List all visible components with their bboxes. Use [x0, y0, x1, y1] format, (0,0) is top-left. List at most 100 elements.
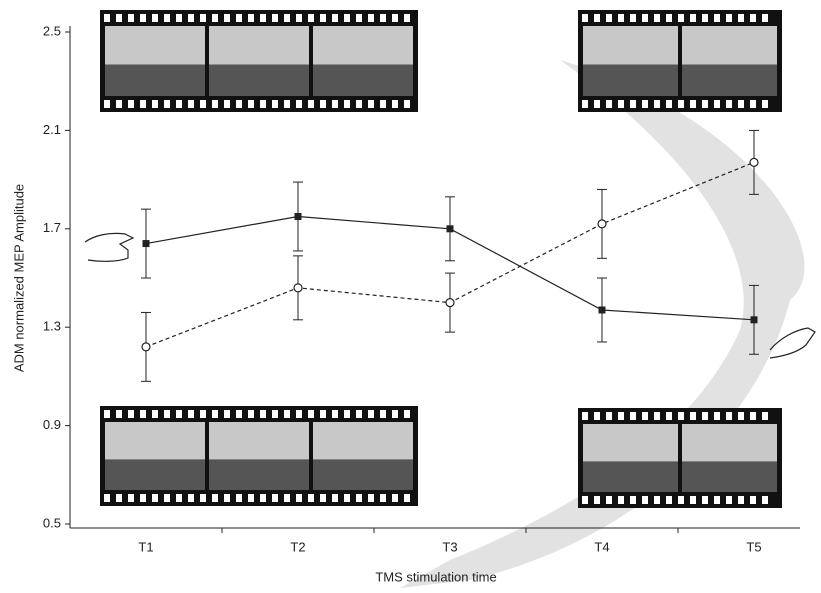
film-hole	[642, 14, 648, 22]
film-hole	[762, 496, 768, 504]
film-hole	[380, 14, 386, 22]
film-hole	[236, 14, 242, 22]
film-hole	[678, 100, 684, 108]
film-hole	[164, 410, 170, 418]
data-point	[599, 306, 606, 313]
film-photo-table	[313, 65, 413, 97]
film-hole	[690, 496, 696, 504]
film-hole	[356, 494, 362, 502]
film-hole	[380, 100, 386, 108]
film-hole	[344, 494, 350, 502]
film-hole	[128, 100, 134, 108]
film-hole	[188, 494, 194, 502]
film-hole	[642, 412, 648, 420]
film-hole	[140, 14, 146, 22]
film-hole	[690, 412, 696, 420]
film-hole	[272, 14, 278, 22]
film-strips	[100, 10, 782, 508]
y-tick-label: 2.5	[43, 23, 61, 38]
film-hole	[128, 410, 134, 418]
film-hole	[368, 100, 374, 108]
film-hole	[392, 100, 398, 108]
film-hole	[666, 100, 672, 108]
film-hole	[392, 14, 398, 22]
film-hole	[308, 14, 314, 22]
film-hole	[272, 494, 278, 502]
film-hole	[404, 100, 410, 108]
film-hole	[224, 100, 230, 108]
film-hole	[654, 496, 660, 504]
film-hole	[200, 410, 206, 418]
film-photo-table	[313, 459, 413, 490]
film-hole	[606, 100, 612, 108]
film-hole	[762, 412, 768, 420]
film-hole	[272, 410, 278, 418]
film-hole	[320, 100, 326, 108]
film-hole	[176, 14, 182, 22]
data-point	[750, 158, 758, 166]
film-hole	[260, 100, 266, 108]
data-point	[142, 343, 150, 351]
film-hole	[116, 494, 122, 502]
film-hole	[164, 494, 170, 502]
film-hole	[140, 100, 146, 108]
film-hole	[702, 100, 708, 108]
film-hole	[678, 496, 684, 504]
film-hole	[630, 100, 636, 108]
film-hole	[296, 494, 302, 502]
film-hole	[690, 14, 696, 22]
film-hole	[116, 410, 122, 418]
film-hole	[392, 410, 398, 418]
film-hole	[726, 496, 732, 504]
film-hole	[116, 100, 122, 108]
film-photo-table	[682, 65, 777, 97]
data-point	[598, 220, 606, 228]
data-point	[143, 240, 150, 247]
film-hole	[594, 100, 600, 108]
film-hole	[738, 412, 744, 420]
y-tick-label: 2.1	[43, 122, 61, 137]
film-hole	[272, 100, 278, 108]
film-hole	[678, 14, 684, 22]
film-photo-table	[209, 459, 309, 490]
film-hole	[630, 412, 636, 420]
film-hole	[606, 14, 612, 22]
film-hole	[582, 100, 588, 108]
film-hole	[356, 100, 362, 108]
film-hole	[284, 494, 290, 502]
film-hole	[594, 14, 600, 22]
film-hole	[320, 14, 326, 22]
film-hole	[104, 100, 110, 108]
film-hole	[714, 100, 720, 108]
film-hole	[224, 14, 230, 22]
film-hole	[642, 100, 648, 108]
film-hole	[296, 14, 302, 22]
film-hole	[164, 100, 170, 108]
x-tick-label: T4	[594, 539, 609, 554]
film-hole	[176, 494, 182, 502]
film-hole	[392, 494, 398, 502]
film-hole	[152, 14, 158, 22]
film-hole	[630, 496, 636, 504]
film-hole	[654, 100, 660, 108]
film-hole	[332, 100, 338, 108]
film-hole	[104, 494, 110, 502]
film-hole	[714, 14, 720, 22]
y-tick-label: 0.5	[43, 515, 61, 530]
film-hole	[140, 494, 146, 502]
film-hole	[188, 410, 194, 418]
film-hole	[236, 100, 242, 108]
film-hole	[212, 494, 218, 502]
film-hole	[404, 410, 410, 418]
data-point	[446, 299, 454, 307]
film-hole	[200, 494, 206, 502]
x-tick-label: T2	[290, 539, 305, 554]
film-photo-table	[583, 65, 678, 97]
film-hole	[630, 14, 636, 22]
film-hole	[380, 410, 386, 418]
x-axis-label: TMS stimulation time	[375, 569, 496, 584]
data-point	[751, 316, 758, 323]
film-hole	[404, 14, 410, 22]
film-hole	[308, 100, 314, 108]
film-hole	[714, 412, 720, 420]
